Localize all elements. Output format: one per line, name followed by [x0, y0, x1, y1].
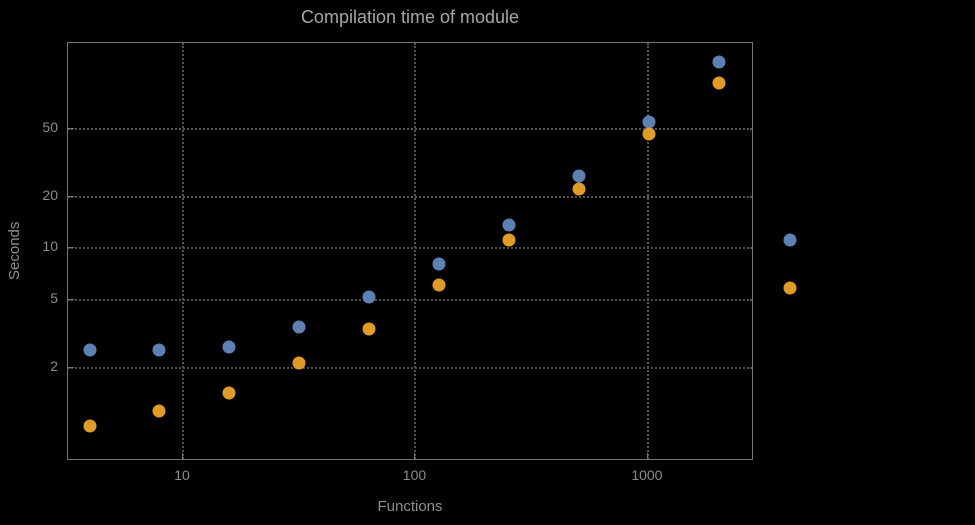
x-tick-mark [414, 453, 416, 459]
data-point-blue [642, 115, 656, 129]
grid-line-horizontal [68, 195, 752, 198]
data-point-orange [362, 322, 376, 336]
y-tick-mark [68, 127, 74, 129]
data-point-orange [83, 419, 97, 433]
x-tick-label: 1000 [631, 467, 663, 483]
y-tick-label: 10 [42, 238, 58, 255]
y-tick-mark [68, 298, 74, 300]
y-tick-mark [68, 195, 74, 197]
y-tick-label: 50 [42, 118, 58, 135]
x-axis-label: Functions [377, 498, 443, 515]
legend-marker-orange [783, 281, 797, 295]
grid-line-horizontal [68, 127, 752, 130]
y-tick-mark [68, 247, 74, 249]
data-point-blue [222, 340, 236, 354]
y-axis-label: Seconds [6, 221, 23, 281]
grid-line-vertical [646, 43, 649, 459]
data-point-orange [642, 127, 656, 141]
data-point-blue [292, 320, 306, 334]
data-point-blue [362, 290, 376, 304]
grid-line-horizontal [68, 247, 752, 250]
data-point-orange [222, 386, 236, 400]
grid-line-horizontal [68, 366, 752, 369]
data-point-blue [712, 55, 726, 69]
chart-title: Compilation time of module [300, 7, 520, 27]
y-tick-label: 20 [42, 186, 58, 203]
x-tick-label: 10 [174, 467, 190, 483]
data-point-orange [572, 182, 586, 196]
x-tick-mark [182, 453, 184, 459]
data-point-blue [152, 343, 166, 357]
x-tick-label: 100 [402, 467, 427, 483]
data-point-blue [502, 218, 516, 232]
data-point-orange [292, 356, 306, 370]
grid-line-vertical [182, 43, 185, 459]
data-point-blue [432, 257, 446, 271]
grid-line-horizontal [68, 298, 752, 301]
data-point-orange [432, 278, 446, 292]
data-point-orange [502, 233, 516, 247]
plot-frame [67, 42, 753, 460]
y-tick-label: 5 [50, 289, 58, 306]
data-point-orange [152, 404, 166, 418]
y-tick-label: 2 [50, 357, 58, 374]
x-tick-mark [646, 453, 648, 459]
data-point-orange [712, 76, 726, 90]
y-tick-mark [68, 366, 74, 368]
legend-marker-blue [783, 233, 797, 247]
grid-line-vertical [414, 43, 417, 459]
data-point-blue [572, 169, 586, 183]
data-point-blue [83, 343, 97, 357]
